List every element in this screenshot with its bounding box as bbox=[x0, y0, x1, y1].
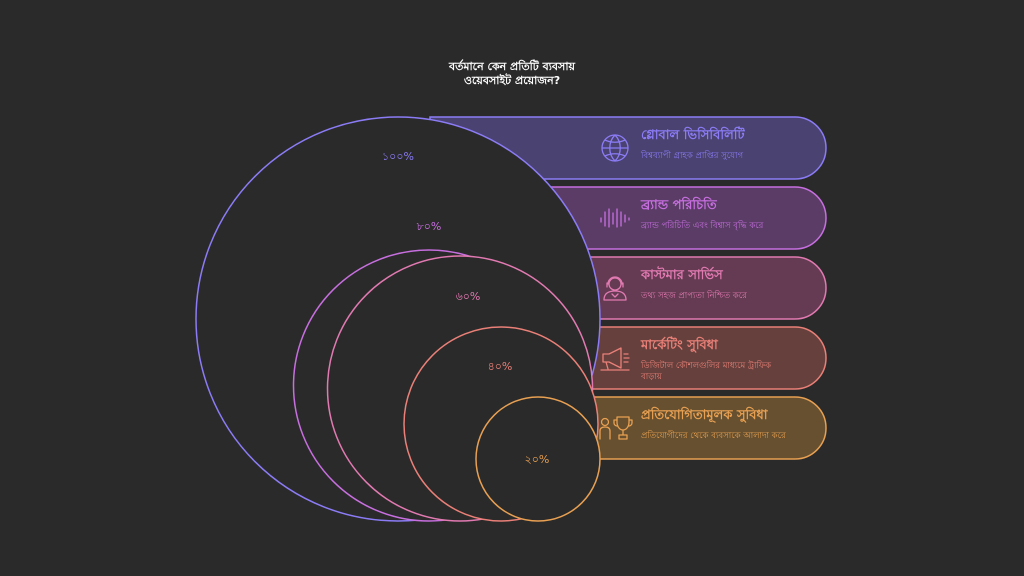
title-line-2: ওয়েবসাইট প্রয়োজন? bbox=[463, 74, 561, 87]
band-title: গ্লোবাল ভিসিবিলিটি bbox=[641, 126, 745, 143]
band-description: ব্র্যান্ড পরিচিতি এবং বিশ্বাস বৃদ্ধি করে bbox=[640, 220, 765, 231]
percent-label: ৪০% bbox=[488, 360, 513, 373]
title-line-1: বর্তমানে কেন প্রতিটি ব্যবসায় bbox=[449, 60, 575, 73]
band-description: বিশ্বব্যাপী গ্রাহক প্রাপ্তির সুযোগ bbox=[640, 149, 745, 161]
band-title: প্রতিযোগিতামূলক সুবিধা bbox=[641, 406, 769, 424]
support-agent-icon bbox=[603, 276, 627, 301]
percent-label: ৬০% bbox=[456, 290, 481, 303]
band-description: বাড়ায় bbox=[640, 372, 663, 382]
percent-label: ১০০% bbox=[382, 150, 414, 163]
trophy-people-icon bbox=[599, 416, 633, 440]
soundwave-icon bbox=[600, 208, 630, 228]
band-title: কাস্টমার সার্ভিস bbox=[640, 266, 724, 283]
band-description: ডিজিটাল কৌশলগুলির মাধ্যমে ট্রাফিক bbox=[640, 359, 772, 371]
diagram-title: বর্তমানে কেন প্রতিটি ব্যবসায় ওয়েবসাইট … bbox=[0, 60, 1024, 88]
band-title: ব্র্যান্ড পরিচিতি bbox=[640, 196, 718, 213]
band-description: তথ্য সহজ প্রাপ্যতা নিশ্চিত করে bbox=[640, 290, 748, 301]
megaphone-icon bbox=[600, 347, 630, 371]
band-title: মার্কেটিং সুবিধা bbox=[640, 336, 719, 354]
arc-level-5 bbox=[475, 396, 601, 522]
percent-label: ৮০% bbox=[417, 220, 442, 233]
percent-label: ২০% bbox=[525, 453, 550, 466]
globe-icon bbox=[601, 134, 629, 162]
band-description: প্রতিযোগীদের থেকে ব্যবসাকে আলাদা করে bbox=[641, 429, 787, 441]
